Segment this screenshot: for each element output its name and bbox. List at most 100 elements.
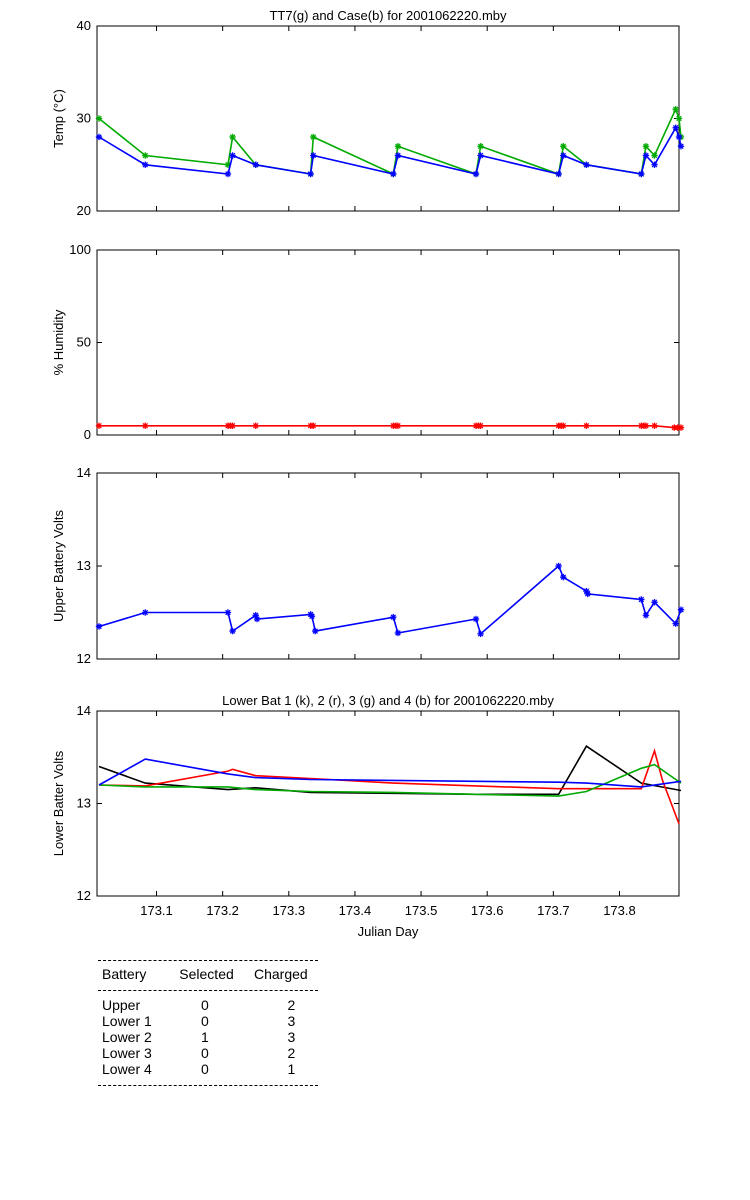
series-line-2-0 — [98, 564, 682, 636]
table-bottom-divider — [98, 1085, 318, 1086]
data-point-2-0-20 — [672, 620, 679, 627]
table-row: Lower 4 0 1 — [98, 1061, 318, 1077]
data-point-0-0-3 — [229, 133, 236, 141]
table-header-divider — [98, 990, 318, 991]
data-point-2-0-7 — [308, 613, 316, 620]
plot-frame-0 — [96, 25, 680, 212]
data-point-0-1-15 — [642, 152, 650, 159]
data-point-2-0-0 — [95, 623, 103, 630]
data-point-2-0-14 — [560, 573, 567, 581]
data-point-0-0-6 — [310, 133, 317, 141]
x-tick-label-3-3: 173.4 — [339, 903, 372, 918]
data-point-1-0-21 — [651, 422, 658, 429]
battery-status-table: Battery Selected Charged Upper 0 2 Lower… — [98, 960, 318, 1086]
data-point-1-0-7 — [310, 422, 317, 429]
data-point-0-1-8 — [394, 152, 402, 159]
battery-charged: 1 — [287, 1061, 296, 1077]
data-point-2-0-10 — [394, 629, 402, 637]
y-tick-label-1-1: 50 — [77, 335, 91, 350]
series-line-3-2 — [98, 763, 682, 797]
data-point-2-0-13 — [555, 562, 562, 570]
battery-name: Lower 2 — [102, 1029, 152, 1045]
data-point-0-0-17 — [672, 106, 679, 113]
data-point-2-0-16 — [584, 590, 591, 598]
battery-name: Lower 3 — [102, 1045, 152, 1061]
data-point-1-0-20 — [642, 422, 650, 429]
data-point-2-0-12 — [477, 630, 484, 638]
data-point-0-1-13 — [583, 161, 590, 168]
y-tick-label-0-1: 30 — [77, 111, 91, 126]
data-point-0-1-12 — [560, 152, 567, 159]
header-battery: Battery — [102, 966, 147, 982]
data-point-1-0-5 — [252, 422, 259, 429]
plot-frame-2 — [96, 472, 680, 660]
data-point-2-0-2 — [224, 609, 232, 616]
data-point-0-1-17 — [672, 124, 679, 131]
data-point-1-0-13 — [477, 422, 484, 429]
table-row: Lower 2 1 3 — [98, 1029, 318, 1045]
data-point-0-1-10 — [477, 152, 484, 159]
data-point-0-0-15 — [642, 143, 650, 150]
y-axis-label-3: Lower Batter Volts — [51, 750, 66, 856]
data-point-0-1-2 — [224, 170, 232, 178]
battery-selected: 0 — [201, 997, 209, 1013]
data-point-2-0-9 — [390, 613, 397, 621]
data-point-2-0-19 — [651, 599, 658, 606]
header-selected: Selected — [179, 966, 234, 982]
battery-name: Lower 4 — [102, 1061, 152, 1077]
data-point-1-0-17 — [583, 422, 590, 429]
battery-name: Upper — [102, 997, 141, 1013]
data-point-0-0-12 — [560, 143, 567, 150]
data-point-1-0-0 — [95, 422, 103, 429]
y-tick-label-3-1: 13 — [77, 796, 91, 811]
y-axis-label-2: Upper Battery Volts — [51, 510, 66, 622]
table-top-divider — [98, 960, 318, 961]
battery-charged: 2 — [287, 1045, 296, 1061]
y-tick-label-2-1: 13 — [77, 558, 91, 573]
data-point-0-0-18 — [675, 115, 683, 122]
data-point-2-0-5 — [253, 615, 261, 623]
x-tick-label-3-6: 173.7 — [537, 903, 570, 918]
battery-charged: 3 — [287, 1013, 296, 1029]
data-point-0-0-1 — [142, 152, 149, 159]
x-tick-label-3-5: 173.6 — [471, 903, 504, 918]
data-point-1-0-24 — [677, 424, 685, 431]
series-line-3-1 — [98, 748, 680, 825]
y-axis-label-0: Temp (°C) — [51, 89, 66, 148]
data-point-2-0-18 — [642, 612, 650, 619]
data-point-1-0-4 — [229, 422, 236, 429]
battery-selected: 1 — [201, 1029, 209, 1045]
y-tick-label-3-2: 14 — [77, 703, 91, 718]
data-point-0-0-16 — [651, 152, 658, 159]
data-point-2-0-3 — [229, 627, 236, 635]
header-charged: Charged — [253, 966, 308, 982]
battery-selected: 0 — [201, 1045, 209, 1061]
data-point-0-1-11 — [555, 170, 562, 178]
data-point-0-1-6 — [310, 152, 317, 159]
y-tick-label-2-0: 12 — [77, 651, 91, 666]
data-point-0-0-8 — [394, 143, 402, 150]
y-axis-label-1: % Humidity — [51, 309, 66, 375]
data-point-2-0-11 — [472, 615, 480, 623]
data-point-0-1-7 — [390, 170, 397, 178]
data-point-2-0-21 — [677, 606, 685, 613]
data-point-0-1-9 — [472, 170, 480, 178]
series-line-0-1 — [98, 125, 682, 175]
data-point-2-0-8 — [312, 627, 319, 635]
x-tick-label-3-4: 173.5 — [405, 903, 438, 918]
y-tick-label-1-2: 100 — [69, 242, 91, 257]
battery-selected: 0 — [201, 1061, 209, 1077]
data-point-0-1-14 — [638, 170, 645, 178]
data-point-0-0-10 — [477, 143, 484, 150]
plot-frame-1 — [96, 249, 680, 436]
data-point-0-1-16 — [651, 161, 658, 168]
series-line-0-0 — [98, 107, 682, 176]
x-tick-label-3-2: 173.3 — [273, 903, 306, 918]
series-line-3-3 — [98, 758, 682, 788]
battery-name: Lower 1 — [102, 1013, 152, 1029]
data-point-1-0-16 — [560, 422, 567, 429]
y-tick-label-0-2: 40 — [77, 18, 91, 33]
battery-charged: 2 — [287, 997, 296, 1013]
table-row: Lower 3 0 2 — [98, 1045, 318, 1061]
data-point-0-1-4 — [252, 161, 259, 168]
